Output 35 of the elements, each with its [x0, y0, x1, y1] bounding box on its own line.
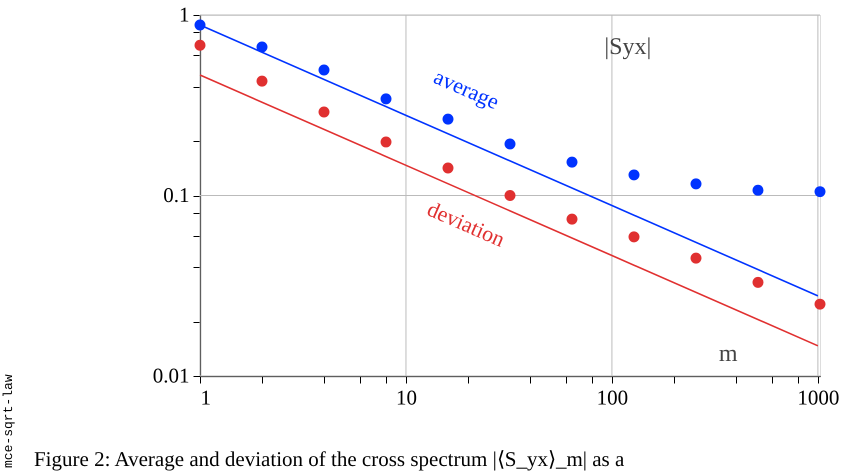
- point: [194, 20, 206, 30]
- y-tick-label: 0.01: [152, 364, 190, 388]
- text: average: [430, 64, 503, 114]
- point: [690, 178, 702, 190]
- point: [380, 136, 392, 148]
- x-tick-label: 1000: [797, 386, 840, 410]
- point: [442, 114, 454, 125]
- point: [690, 252, 702, 264]
- point: [814, 186, 826, 198]
- caption: Figure 2: Average and deviation of the cross spectrum |⟨S_yx⟩_m| as a: [34, 447, 625, 471]
- x-tick-label: 100: [596, 386, 628, 410]
- point: [256, 76, 268, 87]
- point: [814, 298, 826, 310]
- point: [504, 190, 516, 201]
- point: [566, 156, 578, 168]
- y-axis-title: |Syx|: [604, 34, 652, 60]
- x-axis-title: m: [718, 341, 738, 367]
- point: [628, 169, 640, 180]
- point: [752, 184, 764, 196]
- point: [752, 276, 764, 288]
- point: [504, 138, 516, 150]
- point: [442, 162, 454, 174]
- point: [380, 93, 392, 104]
- point: [566, 214, 578, 225]
- text: mce-sqrt-law: [1, 374, 16, 468]
- line-series: [199, 74, 819, 347]
- x-tick-label: 1: [200, 386, 211, 410]
- point: [318, 106, 330, 118]
- point: [628, 231, 640, 242]
- point: [194, 40, 206, 51]
- x-tick-label: 10: [396, 386, 417, 410]
- point: [256, 42, 268, 52]
- point: [318, 64, 330, 76]
- y-tick-label: 0.1: [163, 183, 190, 207]
- y-tick-label: 1: [179, 2, 190, 26]
